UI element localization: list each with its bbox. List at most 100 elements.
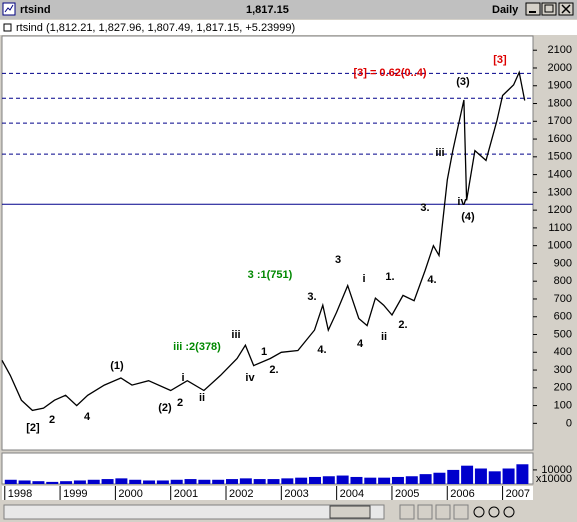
wave-label: 3. — [307, 291, 316, 303]
volume-bar — [502, 468, 515, 484]
price-pane — [1, 35, 534, 451]
volume-bar — [101, 479, 114, 484]
wave-label: (1) — [110, 360, 124, 372]
volume-bar — [350, 476, 363, 484]
wave-label: iii :2(378) — [173, 341, 221, 353]
tool-button[interactable] — [435, 504, 451, 520]
legend-strip — [0, 20, 577, 35]
volume-bar — [364, 477, 377, 484]
volume-bar — [198, 479, 211, 484]
x-axis-strip — [2, 486, 533, 500]
tool-button[interactable] — [417, 504, 433, 520]
y-tick-label: 600 — [554, 311, 572, 323]
wave-label: 4 — [84, 411, 91, 423]
volume-bar — [322, 476, 335, 484]
y-tick-label: 0 — [566, 417, 572, 429]
minimize-button[interactable] — [525, 2, 541, 16]
zoom-in-button[interactable] — [488, 506, 500, 518]
wave-label: (3) — [456, 76, 470, 88]
volume-bar — [295, 477, 308, 484]
y-tick-label: 1300 — [548, 186, 572, 198]
window-price: 1,817.15 — [246, 4, 289, 16]
y-tick-label: 1500 — [548, 151, 572, 163]
y-tick-label: 1600 — [548, 133, 572, 145]
volume-bar — [60, 481, 73, 484]
volume-bar — [391, 476, 404, 484]
wave-label: 2. — [398, 319, 407, 331]
x-tick-label: 2005 — [395, 488, 419, 500]
volume-bar — [281, 478, 294, 484]
app-icon-glyph — [4, 4, 14, 13]
volume-bar — [115, 478, 128, 484]
volume-bar — [336, 475, 349, 484]
y-tick-label: 1200 — [548, 204, 572, 216]
wave-label: [3] = 0.62(0..4) — [353, 67, 426, 79]
volume-bar — [32, 481, 45, 484]
volume-bar — [184, 479, 197, 484]
wave-label: [2] — [26, 422, 40, 434]
volume-bar — [129, 479, 142, 484]
tool-button[interactable] — [453, 504, 469, 520]
wave-label: 3. — [420, 202, 429, 214]
window-buttons[interactable] — [525, 2, 574, 16]
volume-bar — [378, 477, 391, 484]
wave-label: 1. — [385, 271, 394, 283]
volume-bar — [433, 472, 446, 484]
zoom-reset-button[interactable] — [503, 506, 515, 518]
tool-button[interactable] — [399, 504, 415, 520]
x-tick-label: 2001 — [174, 488, 198, 500]
wave-label: iii — [435, 147, 444, 159]
wave-label: iv — [245, 372, 255, 384]
volume-bar — [461, 465, 474, 484]
wave-label: 3 :1(751) — [248, 269, 293, 281]
wave-label: iv — [457, 196, 467, 208]
y-tick-label: 300 — [554, 364, 572, 376]
volume-bar — [87, 479, 100, 484]
wave-label: iii — [231, 329, 240, 341]
volume-bar — [308, 476, 321, 484]
window-title: rtsind — [20, 4, 51, 16]
scroll-track[interactable] — [3, 504, 385, 520]
y-tick-label: 1800 — [548, 97, 572, 109]
y-tick-label: 100 — [554, 399, 572, 411]
y-tick-label: 1700 — [548, 115, 572, 127]
legend-text: rtsind (1,812.21, 1,827.96, 1,807.49, 1,… — [16, 22, 295, 34]
close-glyph — [561, 4, 571, 14]
y-tick-label: 800 — [554, 275, 572, 287]
x-tick-label: 2004 — [340, 488, 364, 500]
wave-label: i — [181, 372, 184, 384]
y-tick-label: 2100 — [548, 44, 572, 56]
wave-label: 2. — [269, 364, 278, 376]
volume-bar — [267, 479, 280, 484]
x-tick-label: 2002 — [229, 488, 253, 500]
wave-label: ii — [199, 392, 205, 404]
volume-bar — [474, 468, 487, 484]
volume-bar — [212, 479, 225, 484]
price-line — [1, 70, 526, 412]
wave-label: 2 — [177, 397, 183, 409]
volume-bar — [239, 478, 252, 484]
x-tick-label: 2006 — [450, 488, 474, 500]
scroll-thumb[interactable] — [329, 505, 371, 519]
y-tick-label: 1000 — [548, 240, 572, 252]
x-tick-label: 2007 — [506, 488, 530, 500]
volume-bar — [253, 479, 266, 484]
volume-bar — [516, 464, 529, 484]
y-tick-label: 700 — [554, 293, 572, 305]
wave-label: 4 — [357, 338, 364, 350]
y-tick-label: 1400 — [548, 168, 572, 180]
legend-box — [3, 23, 12, 32]
volume-bar — [226, 479, 239, 484]
volume-bar — [170, 479, 183, 484]
y-tick-label: 400 — [554, 346, 572, 358]
x-tick-label: 2000 — [118, 488, 142, 500]
volume-bar — [447, 469, 460, 484]
y-tick-label: 1100 — [548, 222, 572, 234]
wave-label: (4) — [461, 211, 475, 223]
wave-label: ii — [381, 331, 387, 343]
y-tick-label: 10000 — [541, 464, 572, 476]
toolbar-buttons[interactable] — [399, 504, 515, 520]
wave-label: 4. — [427, 274, 436, 286]
zoom-out-button[interactable] — [473, 506, 485, 518]
wave-label: 1 — [261, 346, 267, 358]
